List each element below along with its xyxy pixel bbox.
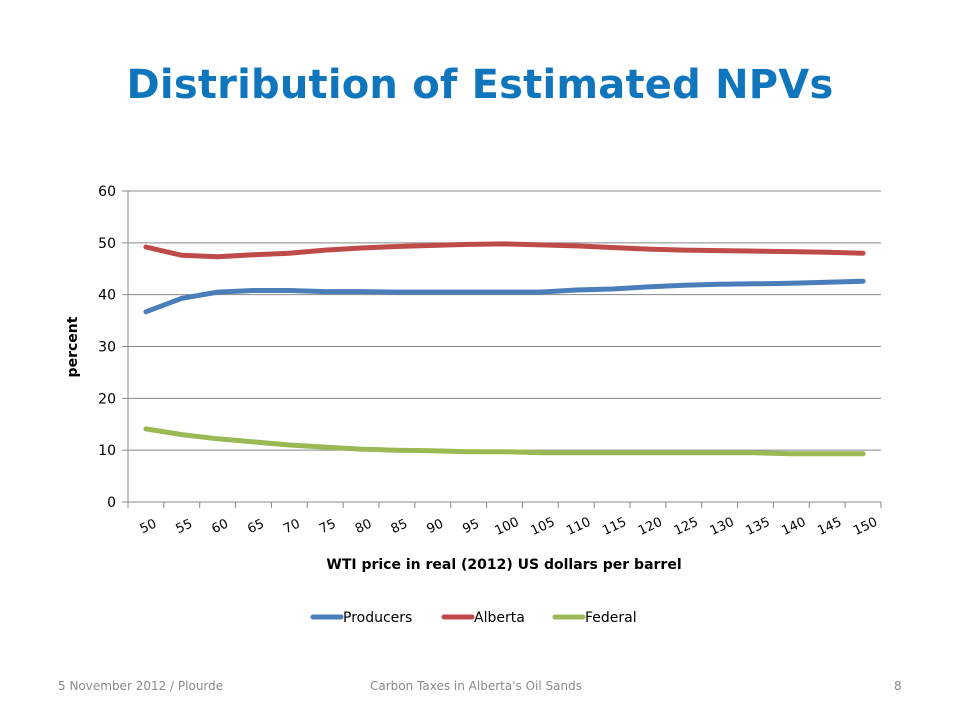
x-tick-label: 100 [493,515,522,539]
y-axis-title: percent [65,316,81,377]
y-tick-label: 60 [98,184,116,200]
x-tick-label: 90 [425,517,446,538]
legend-label-alberta: Alberta [474,610,525,626]
x-tick-label: 85 [389,517,410,538]
footer-presentation-title: Carbon Taxes in Alberta's Oil Sands [370,679,582,693]
series-line-federal [143,426,866,457]
x-tick-label: 65 [245,517,266,538]
x-tick-label: 150 [851,515,880,539]
legend-label-federal: Federal [585,610,637,626]
footer-date-author: 5 November 2012 / Plourde [58,679,224,693]
x-tick-label: 75 [317,517,338,538]
x-tick-label: 105 [528,515,557,539]
y-tick-label: 40 [98,288,116,304]
axes [122,190,882,508]
x-tick-label: 110 [564,515,593,539]
y-tick-label: 20 [98,391,116,407]
slide-title: Distribution of Estimated NPVs [126,62,834,108]
series-lines [143,241,866,457]
x-tick-label: 80 [353,517,374,538]
x-tick-label: 55 [174,517,195,538]
legend: Producers Alberta Federal [310,610,637,626]
page-number: 8 [894,679,902,693]
y-tick-label: 0 [107,495,116,511]
series-line-alberta [143,241,866,260]
x-tick-label: 95 [460,517,481,538]
series-line-producers [143,278,866,315]
y-tick-label: 30 [98,340,116,356]
x-tick-label: 145 [815,515,844,539]
x-tick-label: 120 [636,515,665,539]
legend-label-producers: Producers [343,610,412,626]
x-tick-label: 130 [708,515,737,539]
y-tick-label: 50 [98,236,116,252]
x-tick-label: 115 [600,515,629,539]
x-tick-label: 140 [779,515,808,539]
x-tick-label: 50 [138,517,159,538]
y-tick-labels: 0 10 20 30 40 50 60 [98,184,116,511]
x-tick-labels: 50 55 60 65 70 75 80 85 90 95 100 105 110 115 120 125 13… [138,515,880,539]
x-tick-label: 135 [744,515,773,539]
x-tick-label: 70 [281,517,302,538]
y-tick-label: 10 [98,443,116,459]
x-axis-title: WTI price in real (2012) US dollars per … [326,557,681,573]
x-tick-label: 125 [672,515,701,539]
x-tick-label: 60 [209,517,230,538]
